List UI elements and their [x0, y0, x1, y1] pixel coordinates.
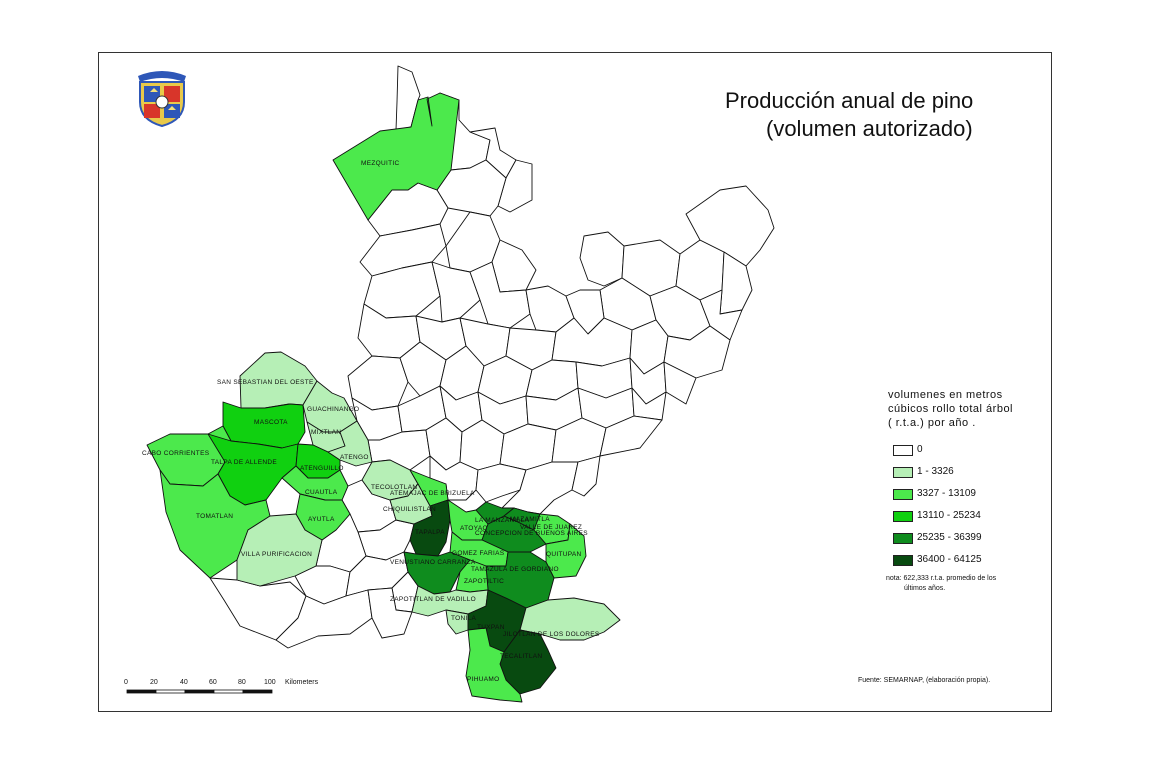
municipality-label: QUITUPAN	[546, 551, 582, 558]
municipality-unproduced	[367, 587, 413, 639]
legend-swatch	[893, 489, 913, 500]
municipality-label: GUACHINANGO	[307, 406, 359, 413]
municipality-label: ZAPOTILTIC	[464, 578, 504, 585]
municipality-unproduced	[429, 455, 479, 501]
municipality-unproduced	[579, 231, 625, 287]
municipality-label: SAN SEBASTIAN DEL OESTE	[217, 379, 314, 386]
state-seal-logo	[138, 71, 186, 128]
municipality-label: GOMEZ FARIAS	[452, 550, 505, 557]
scale-segment	[184, 689, 215, 694]
legend-swatch	[893, 445, 913, 456]
scale-segment	[242, 689, 273, 694]
source-note: Fuente: SEMARNAP, (elaboración propia).	[858, 677, 991, 684]
legend-swatch	[893, 555, 913, 566]
municipality-label: ATOYAC	[460, 525, 487, 532]
municipality-label: CHIQUILISTLAN	[383, 506, 436, 513]
municipality-label: VILLA PURIFICACION	[241, 551, 312, 558]
municipality-label: CABO CORRIENTES	[142, 450, 210, 457]
municipality-label: CUAUTLA	[305, 489, 338, 496]
producing-municipalities	[146, 92, 621, 703]
municipality-area	[409, 499, 451, 557]
municipality-labels: MEZQUITIC SAN SEBASTIAN DEL OESTE MASCOTA G…	[142, 160, 600, 683]
legend-label: 0	[917, 444, 923, 455]
municipality-unproduced	[663, 361, 697, 405]
legend-swatch	[893, 511, 913, 522]
municipality-area	[327, 420, 373, 467]
municipality-label: MAZAMITLA	[510, 516, 550, 523]
legend-swatch	[893, 533, 913, 544]
legend-label: 13110 - 25234	[917, 510, 981, 521]
scale-tick-label: 60	[209, 679, 217, 686]
legend-note-line2: últimos años.	[904, 585, 946, 592]
municipality-label: TALPA DE ALLENDE	[211, 459, 277, 466]
municipality-area	[236, 513, 323, 587]
municipality-label: ATENGUILLO	[300, 465, 344, 472]
scale-segment	[126, 689, 157, 694]
municipality-label: TECOLOTLAN	[371, 484, 417, 491]
municipality-unproduced	[631, 387, 667, 421]
legend-label: 25235 - 36399	[917, 532, 982, 543]
legend-note-line1: nota: 622,333 r.t.a. promedio de los	[886, 575, 997, 582]
municipality-area	[465, 627, 523, 703]
municipality-area	[445, 609, 469, 635]
legend-label: 3327 - 13109	[917, 488, 976, 499]
municipality-label: ZAPOTITLAN DE VADILLO	[390, 596, 476, 603]
municipality-unproduced	[571, 455, 601, 497]
scale-tick-label: 0	[124, 679, 128, 686]
municipality-label: AYUTLA	[308, 516, 335, 523]
scale-tick-label: 40	[180, 679, 188, 686]
scale-segment	[155, 689, 186, 694]
municipality-label: TAMAZULA DE GORDIANO	[471, 566, 559, 573]
municipality-area	[332, 92, 460, 221]
municipality-label: MIXTLAN	[311, 429, 341, 436]
municipality-area	[159, 469, 271, 579]
municipality-label: ATEMAJAC DE BRIZUELA	[390, 490, 475, 497]
scale-segment	[213, 689, 244, 694]
municipality-label: TONILA	[451, 615, 477, 622]
scale-tick-label: 80	[238, 679, 246, 686]
municipality-label: VALLE DE JUAREZ	[520, 524, 582, 531]
legend-label: 1 - 3326	[917, 466, 954, 477]
municipality-label: JILOTLAN DE LOS DOLORES	[503, 631, 600, 638]
municipality-label: MASCOTA	[254, 419, 288, 426]
map-title-line1: Producción anual de pino	[725, 88, 974, 113]
municipality-label: ATENGO	[340, 454, 369, 461]
municipality-label: TAPALPA	[415, 529, 445, 536]
municipality-label: LA MANZANILLA	[475, 517, 529, 524]
legend-heading-line1: volumenes en metros	[888, 389, 1003, 401]
legend-swatch	[893, 467, 913, 478]
municipality-unproduced	[685, 185, 775, 267]
municipality-unproduced	[475, 463, 527, 503]
scale-unit: Kilometers	[285, 679, 319, 686]
municipality-label: CONCEPCION DE BUENOS AIRES	[475, 530, 588, 537]
scale-tick-label: 100	[264, 679, 276, 686]
map-title-line2: (volumen autorizado)	[766, 116, 973, 141]
municipality-label: TUXPAN	[477, 624, 505, 631]
municipality-unproduced	[491, 239, 537, 293]
municipality-label: VENUSTIANO CARRANZA	[390, 559, 476, 566]
scale-bar	[126, 689, 273, 694]
municipality-label: TOMATLAN	[196, 513, 233, 520]
municipality-label: MEZQUITIC	[361, 160, 399, 167]
scale-tick-label: 20	[150, 679, 158, 686]
legend-heading-line3: ( r.t.a.) por año .	[888, 417, 976, 429]
municipality-unproduced	[599, 415, 663, 457]
legend-label: 36400 - 64125	[917, 554, 982, 565]
municipality-label: PIHUAMO	[467, 676, 499, 683]
municipality-label: TECALITLAN	[500, 653, 542, 660]
legend-heading-line2: cúbicos rollo total árbol	[888, 403, 1014, 415]
